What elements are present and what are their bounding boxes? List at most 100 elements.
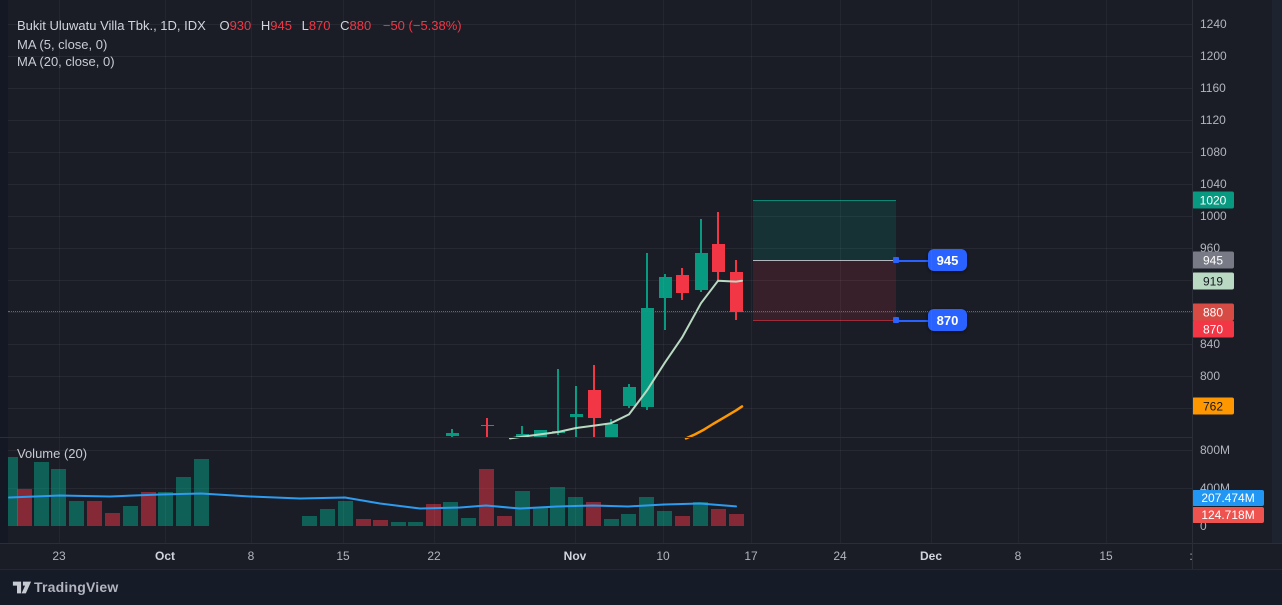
ohlc-values: O930 H945 L870 C880 — [209, 18, 371, 33]
symbol-legend[interactable]: Bukit Uluwatu Villa Tbk., 1D, IDX O930 H… — [17, 18, 462, 33]
candle-body — [445, 432, 459, 436]
time-gridline — [931, 0, 932, 543]
candle-body — [569, 413, 583, 417]
pane-separator[interactable] — [0, 437, 1192, 438]
price-axis-badge: 1020 — [1192, 191, 1234, 209]
time-axis[interactable]: 23 Oct 8 15 22 Nov 10 17 24 Dec 8 15: — [0, 543, 1282, 569]
price-gridline — [8, 344, 1192, 345]
time-axis-label: 23 — [52, 549, 66, 563]
ohlc-value: 945 — [270, 18, 292, 33]
tradingview-brand-link[interactable]: TradingView — [34, 579, 119, 595]
time-gridline — [1018, 0, 1019, 543]
indicator-line — [8, 492, 737, 510]
right-margin-strip — [1272, 0, 1282, 543]
volume-legend[interactable]: Volume (20) — [17, 446, 87, 461]
price-gridline — [8, 152, 1192, 153]
ohlc-key: O — [219, 18, 230, 33]
ohlc-key: L — [297, 18, 309, 33]
time-axis-label: Oct — [154, 549, 176, 563]
indicator-legend-ma5[interactable]: MA (5, close, 0) — [17, 37, 107, 52]
volume-bar — [638, 496, 654, 526]
time-axis-label: 8 — [1014, 549, 1022, 563]
price-axis-label: 800 — [1200, 369, 1221, 383]
volume-bar — [319, 509, 335, 526]
indicator-line — [684, 405, 744, 440]
volume-bar — [50, 468, 66, 526]
ohlc-value: 880 — [349, 18, 372, 33]
indicator-lines — [8, 279, 744, 510]
price-gridline — [8, 88, 1192, 89]
candle-body — [622, 387, 636, 406]
candle-body — [640, 308, 654, 408]
stop-price-text: 870 — [936, 312, 959, 328]
volume-bar — [337, 501, 353, 526]
candle-body — [711, 244, 725, 272]
price-axis-badge: 762 — [1192, 397, 1234, 415]
price-axis-label: 1080 — [1200, 145, 1227, 159]
volume-bar — [372, 519, 388, 526]
position-entry-price-tag[interactable]: 945 — [928, 249, 967, 271]
time-axis-label: 10 — [656, 549, 670, 563]
position-stop-price-tag[interactable]: 870 — [928, 309, 967, 331]
time-axis-label: 15 — [1099, 549, 1113, 563]
volume-axis-label: 800M — [1200, 443, 1231, 457]
time-axis-separator — [0, 543, 1282, 544]
price-gridline — [8, 56, 1192, 57]
ma20-label: MA (20, close, 0) — [17, 54, 115, 69]
volume-axis-badge: 124.718M — [1192, 507, 1264, 523]
price-pane[interactable] — [0, 0, 1192, 437]
volume-bar — [532, 507, 548, 526]
price-gridline — [8, 248, 1192, 249]
price-gridline — [8, 216, 1192, 217]
candle-body — [480, 424, 494, 427]
price-axis-label: 1000 — [1200, 209, 1227, 223]
candle-wick — [557, 368, 559, 436]
price-axis-label: 1120 — [1200, 113, 1226, 127]
time-axis-label: Nov — [563, 549, 587, 563]
price-gridline — [8, 184, 1192, 185]
time-axis-label: 24 — [833, 549, 847, 563]
volume-bar — [603, 519, 619, 526]
volume-bar — [656, 510, 672, 526]
left-margin-strip — [0, 0, 8, 543]
price-axis-label: 840 — [1200, 337, 1221, 351]
symbol-title: Bukit Uluwatu Villa Tbk., 1D, IDX — [17, 18, 206, 33]
indicator-legend-ma20[interactable]: MA (20, close, 0) — [17, 54, 115, 69]
volume-bar — [86, 501, 102, 526]
ohlc-key: H — [257, 18, 271, 33]
price-axis-badge: 919 — [1192, 272, 1234, 290]
price-axis-label: 1040 — [1200, 177, 1227, 191]
time-gridline — [751, 0, 752, 543]
price-axis-badge: 880 — [1192, 303, 1234, 321]
ohlc-value: 870 — [308, 18, 331, 33]
volume-bar — [122, 506, 138, 526]
volume-bar — [407, 522, 423, 526]
price-gridline — [8, 24, 1192, 25]
volume-bar — [140, 492, 156, 526]
volume-bar — [567, 497, 583, 526]
time-axis-label: 8 — [247, 549, 255, 563]
volume-bar — [193, 458, 209, 526]
volume-pane[interactable] — [0, 437, 1192, 543]
price-axis[interactable]: 1240 1200 1160 1120 1080 1040 1000 960 840 800 102… — [1192, 0, 1282, 543]
volume-bar — [355, 518, 371, 526]
volume-bar — [157, 492, 173, 526]
time-gridline — [165, 0, 166, 543]
time-gridline — [343, 0, 344, 543]
volume-bar — [692, 502, 708, 526]
candle-body — [658, 276, 672, 298]
time-gridline — [251, 0, 252, 543]
time-axis-label: : — [1189, 549, 1193, 563]
volume-axis-label: 0 — [1200, 519, 1207, 533]
tradingview-logo-icon[interactable] — [12, 578, 32, 597]
time-gridline — [663, 0, 664, 543]
volume-bar — [460, 517, 476, 526]
time-gridline — [59, 0, 60, 543]
candle-body — [604, 424, 618, 437]
time-gridline — [840, 0, 841, 543]
volume-bar — [728, 514, 744, 526]
time-axis-label: 17 — [744, 549, 758, 563]
indicator-line — [509, 279, 743, 440]
candle-body — [515, 433, 529, 437]
